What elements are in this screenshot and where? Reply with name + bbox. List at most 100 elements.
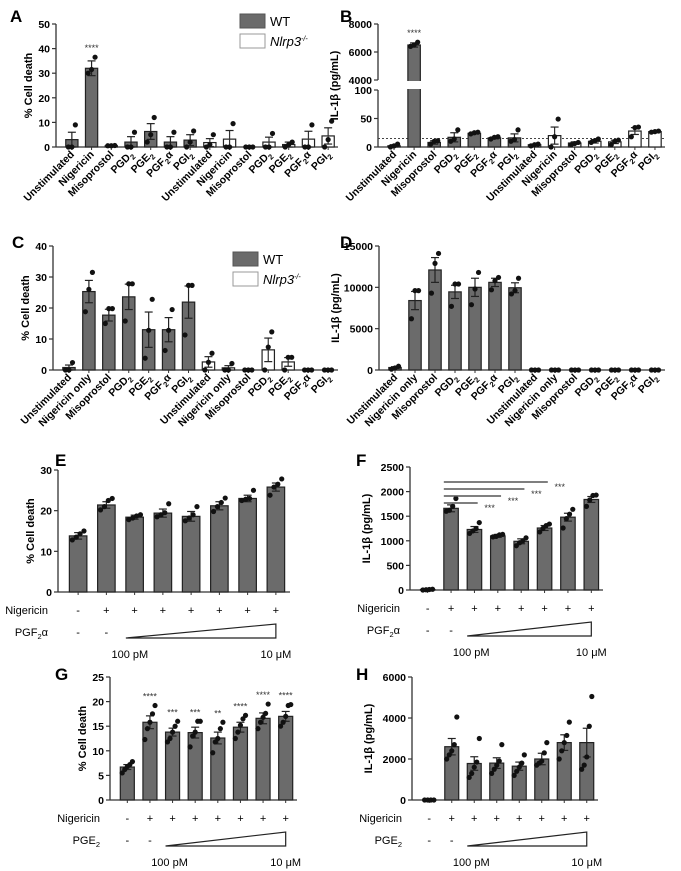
data-point (450, 503, 456, 509)
data-point (237, 722, 244, 728)
bar (125, 516, 144, 593)
condition-mark: + (192, 813, 198, 825)
data-point (492, 278, 498, 284)
y-tick-label: 4000 (383, 713, 407, 725)
data-point (515, 127, 521, 133)
data-point (101, 504, 108, 510)
data-point (210, 508, 217, 515)
data-point (226, 144, 233, 150)
condition-mark: + (169, 813, 175, 825)
significance-stars: **** (279, 691, 294, 701)
data-point (169, 729, 176, 735)
data-point (169, 306, 175, 313)
condition-mark: + (273, 605, 279, 617)
data-point (187, 744, 193, 750)
data-point (72, 122, 78, 128)
data-point (514, 768, 520, 774)
data-point (191, 128, 197, 134)
data-point (309, 367, 315, 373)
data-point (266, 144, 272, 150)
y-axis-label: IL-1β (pg/mL) (329, 50, 341, 120)
data-point (205, 359, 212, 365)
y-tick-label: 6000 (349, 47, 373, 59)
y-tick-label: 15 (92, 721, 104, 733)
data-point (575, 139, 581, 146)
bar (210, 737, 226, 801)
data-point (202, 367, 208, 373)
data-point (628, 134, 634, 140)
data-point (218, 499, 224, 506)
y-tick-label: 0 (98, 795, 104, 807)
y-tick-label: 10 (35, 334, 47, 346)
gradient-label-high: 10 μM (260, 649, 291, 661)
bar (489, 535, 506, 591)
data-point (451, 136, 457, 142)
significance-stars: **** (407, 28, 422, 38)
data-point (516, 764, 522, 770)
significance-stars: *** (167, 707, 178, 717)
y-tick-label: 40 (35, 241, 47, 253)
condition-mark: + (260, 813, 266, 825)
condition-mark: + (448, 603, 454, 615)
y-tick-label: 20 (92, 697, 104, 709)
panel-h: H 0 2000 4000 6000 IL-1β (pg/mL) Nigericin - + + +… (356, 665, 602, 869)
data-point (508, 291, 515, 297)
data-point (475, 269, 482, 276)
bar (153, 512, 173, 593)
data-point (225, 367, 231, 373)
y-axis-label: % Cell death (25, 498, 37, 564)
data-point (449, 748, 455, 754)
x-tick-label: PGI2 (309, 372, 335, 398)
y-tick-label: 0 (367, 365, 373, 377)
data-point (495, 274, 502, 281)
data-point (109, 495, 115, 502)
condition-mark: - (427, 835, 431, 847)
data-point (615, 137, 621, 143)
data-point (210, 132, 216, 138)
data-point (242, 712, 249, 718)
y-axis-label: IL-1β (pg/mL) (361, 493, 373, 563)
y-tick-label: 20 (38, 93, 50, 105)
condition-mark: + (188, 605, 194, 617)
data-point (515, 275, 522, 281)
data-point (66, 367, 72, 373)
data-point (446, 507, 453, 513)
row-label-nigericin: Nigericin (5, 605, 48, 617)
condition-mark: + (588, 603, 594, 615)
panel-letter: E (55, 451, 66, 470)
data-point (329, 118, 335, 124)
condition-mark: + (518, 603, 524, 615)
y-tick-label: 20 (40, 506, 52, 518)
data-point (435, 138, 441, 144)
data-point (162, 510, 168, 516)
data-point (151, 114, 157, 121)
data-point (473, 525, 479, 532)
condition-mark: + (103, 605, 109, 617)
data-point (172, 723, 178, 729)
data-point (182, 332, 188, 338)
data-point (265, 344, 271, 350)
data-point (246, 495, 253, 502)
data-point (146, 327, 152, 333)
data-point (88, 66, 95, 73)
data-point (271, 484, 277, 490)
condition-mark: + (495, 603, 501, 615)
data-point (250, 144, 256, 150)
data-point (69, 537, 75, 543)
x-tick-label: PGI2 (636, 372, 662, 398)
bar (142, 721, 158, 801)
data-point (262, 367, 268, 373)
data-point (428, 290, 435, 296)
y-tick-label: 2500 (381, 462, 405, 474)
data-point (539, 758, 545, 764)
panel-letter: B (340, 7, 352, 26)
bar (266, 486, 286, 593)
data-point (263, 710, 269, 717)
y-tick-label: 15000 (344, 241, 373, 253)
data-point (615, 367, 622, 373)
data-point (152, 702, 158, 709)
row-label-treatment: PGF2α (15, 627, 49, 641)
condition-mark: - (148, 835, 152, 847)
